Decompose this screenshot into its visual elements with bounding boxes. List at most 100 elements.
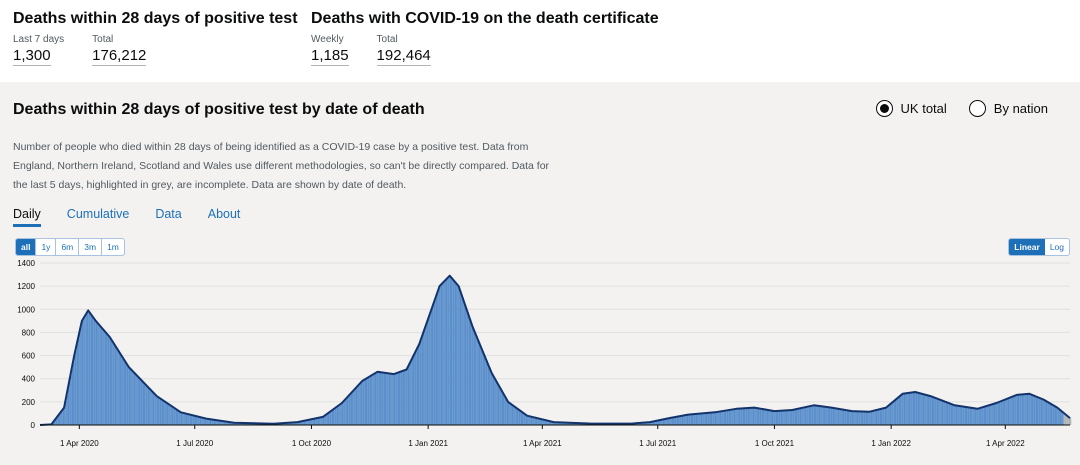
radio-selected-icon[interactable]	[875, 100, 893, 117]
daily-bar	[402, 370, 405, 425]
metric-weekly-value[interactable]: 1,185	[311, 47, 349, 66]
daily-bar	[680, 415, 682, 425]
daily-bar	[174, 408, 176, 425]
period-3m-button[interactable]: 3m	[79, 239, 103, 255]
daily-bar	[466, 308, 468, 425]
daily-bar	[958, 405, 960, 425]
scale-linear-button[interactable]: Linear	[1009, 239, 1045, 255]
x-tick-label: 1 Apr 2022	[986, 439, 1025, 448]
daily-bar	[920, 393, 922, 425]
daily-bar	[990, 404, 992, 425]
y-tick-label: 800	[22, 328, 36, 337]
daily-bar	[439, 286, 441, 425]
daily-bar	[190, 414, 193, 425]
daily-bar	[461, 293, 463, 425]
daily-bar	[960, 406, 963, 425]
daily-bar	[664, 419, 666, 425]
daily-bar	[381, 372, 383, 425]
daily-bar	[122, 357, 124, 425]
daily-bar	[369, 376, 372, 425]
deaths-chart[interactable]: 0 200 400 600 800 1000 1200 1400 1 Apr 2020 1 Ju…	[0, 254, 1080, 465]
metric-total-cert-value[interactable]: 192,464	[376, 47, 431, 66]
daily-bar	[652, 421, 654, 425]
period-1y-button[interactable]: 1y	[36, 239, 57, 255]
tab-about[interactable]: About	[207, 207, 241, 221]
daily-bar	[387, 373, 389, 425]
metric-total28: Total 176,212	[92, 34, 147, 66]
daily-bar	[964, 406, 966, 425]
metric-total-cert-label: Total	[376, 34, 398, 45]
daily-bar	[226, 421, 228, 425]
daily-bar	[1031, 394, 1034, 425]
daily-bar	[284, 423, 287, 425]
daily-bar	[1030, 394, 1032, 425]
daily-bar	[931, 396, 934, 425]
daily-bar	[806, 406, 808, 425]
daily-bar	[963, 406, 965, 425]
daily-bar	[534, 417, 536, 425]
daily-bar	[1039, 397, 1041, 425]
daily-bar	[458, 286, 460, 425]
daily-bar	[180, 412, 183, 425]
daily-bar	[823, 406, 826, 425]
daily-bar	[470, 319, 472, 425]
daily-bar	[97, 322, 99, 425]
daily-bar	[537, 418, 539, 425]
daily-bar	[154, 393, 156, 425]
period-1m-button[interactable]: 1m	[107, 242, 119, 252]
daily-bar	[75, 349, 77, 425]
daily-bar	[371, 375, 373, 425]
daily-bar	[939, 399, 941, 425]
tab-daily[interactable]: Daily	[13, 207, 41, 227]
daily-bar	[447, 278, 449, 425]
metric-last7-value[interactable]: 1,300	[13, 47, 51, 66]
daily-bar	[189, 414, 191, 425]
metric-total28-value[interactable]: 176,212	[92, 47, 147, 66]
daily-bar	[929, 395, 931, 425]
card-description: Number of people who died within 28 days…	[13, 141, 550, 191]
period-all-button[interactable]: all	[16, 239, 37, 255]
scale-log-button[interactable]: Log	[1049, 242, 1064, 252]
daily-bar	[770, 410, 772, 425]
daily-bar	[242, 422, 245, 425]
headline-title-deaths28[interactable]: Deaths within 28 days of positive test	[13, 10, 298, 27]
daily-bar	[182, 412, 184, 425]
radio-by-nation[interactable]: By nation	[968, 100, 1048, 117]
radio-uk-total[interactable]: UK total	[875, 100, 947, 117]
daily-bar	[695, 413, 698, 425]
daily-bar	[572, 422, 575, 425]
daily-bar	[962, 406, 964, 425]
daily-bar	[967, 407, 969, 425]
daily-bar	[61, 410, 63, 425]
daily-bar	[508, 401, 510, 425]
daily-bar	[785, 410, 788, 425]
radio-unselected-icon[interactable]	[968, 100, 986, 117]
daily-bar	[808, 406, 810, 425]
x-tick-label: 1 Jul 2020	[176, 439, 213, 448]
tab-data[interactable]: Data	[155, 207, 182, 221]
metric-total28-label: Total	[92, 34, 114, 45]
daily-bar	[816, 405, 818, 425]
daily-bar	[513, 405, 515, 425]
headline-title-certificate[interactable]: Deaths with COVID-19 on the death certif…	[311, 10, 659, 27]
daily-bar	[55, 419, 57, 425]
daily-bar	[535, 417, 538, 425]
daily-bar	[218, 420, 221, 425]
period-6m-button[interactable]: 6m	[56, 239, 80, 255]
daily-bar	[420, 340, 422, 425]
daily-bar	[489, 366, 491, 425]
daily-bar	[199, 417, 202, 425]
daily-bar	[359, 383, 361, 425]
daily-bar	[697, 413, 699, 425]
daily-bar	[1009, 397, 1011, 425]
daily-bar	[136, 375, 138, 425]
daily-bar	[1054, 406, 1057, 425]
daily-bar	[676, 416, 679, 425]
daily-bar	[1004, 399, 1006, 425]
daily-bar	[768, 410, 770, 425]
daily-bar	[796, 409, 798, 425]
daily-bar	[372, 374, 374, 425]
daily-bar	[140, 378, 142, 425]
daily-bar	[700, 413, 703, 425]
tab-cumulative[interactable]: Cumulative	[66, 207, 130, 221]
